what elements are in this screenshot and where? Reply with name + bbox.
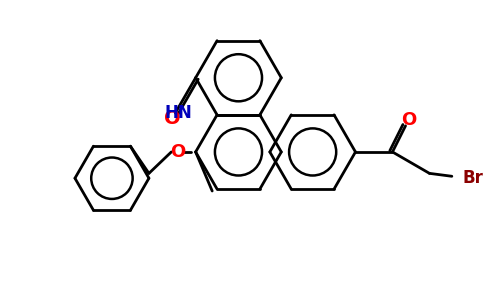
Text: O: O bbox=[164, 109, 181, 128]
Text: O: O bbox=[170, 143, 186, 161]
Text: HN: HN bbox=[164, 104, 192, 122]
Text: Br: Br bbox=[463, 169, 484, 187]
Text: O: O bbox=[401, 111, 416, 129]
